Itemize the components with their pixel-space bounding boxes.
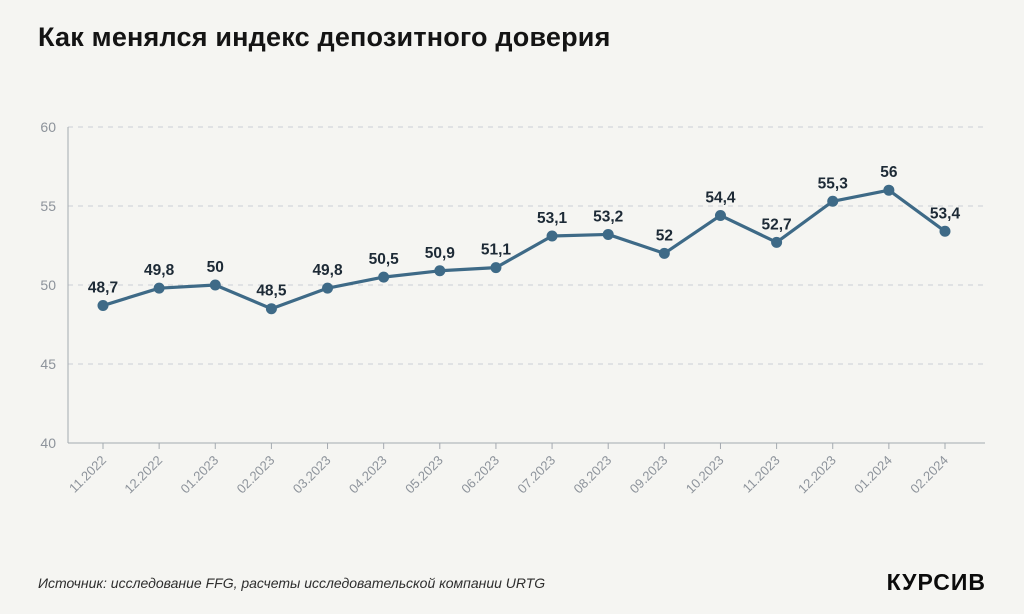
data-point — [378, 271, 390, 283]
point-value-label: 49,8 — [312, 262, 343, 279]
x-tick-label: 10.2023 — [683, 453, 727, 497]
x-tick-label: 06.2023 — [458, 453, 502, 497]
x-tick-label: 03.2023 — [290, 453, 334, 497]
x-tick-label: 08.2023 — [570, 453, 614, 497]
source-note: Источник: исследование FFG, расчеты иссл… — [38, 574, 546, 591]
x-tick-label: 04.2023 — [346, 453, 390, 497]
footer: Источник: исследование FFG, расчеты иссл… — [38, 569, 986, 596]
x-tick-label: 07.2023 — [514, 453, 558, 497]
point-value-label: 53,1 — [537, 210, 568, 227]
data-point — [490, 262, 502, 274]
x-tick-label: 02.2023 — [234, 453, 278, 497]
point-value-label: 56 — [880, 164, 898, 181]
y-tick-label: 45 — [40, 356, 56, 372]
data-point — [209, 279, 221, 291]
x-tick-label: 01.2024 — [851, 453, 895, 497]
data-point — [265, 303, 277, 315]
data-point — [546, 230, 558, 242]
data-point — [434, 265, 446, 277]
x-tick-label: 11.2022 — [66, 453, 109, 496]
data-point — [153, 282, 165, 294]
point-value-label: 50,9 — [425, 245, 456, 262]
point-value-label: 53,2 — [593, 208, 623, 225]
data-point — [939, 225, 951, 237]
y-tick-label: 50 — [40, 277, 56, 293]
y-tick-label: 55 — [40, 198, 56, 214]
data-point — [771, 236, 783, 248]
data-point — [658, 247, 670, 259]
y-tick-label: 60 — [40, 119, 56, 135]
point-value-label: 53,4 — [930, 205, 961, 222]
y-tick-label: 40 — [40, 435, 56, 451]
point-value-label: 48,7 — [88, 280, 118, 297]
x-tick-label: 05.2023 — [402, 453, 446, 497]
x-tick-label: 11.2023 — [740, 453, 783, 496]
point-value-label: 52,7 — [762, 216, 792, 233]
data-point — [602, 228, 614, 240]
data-point — [97, 300, 109, 312]
data-line — [101, 188, 947, 311]
point-value-label: 50 — [207, 259, 224, 276]
data-point — [883, 184, 895, 196]
point-value-label: 51,1 — [481, 242, 512, 259]
chart-title: Как менялся индекс депозитного доверия — [38, 22, 611, 52]
point-value-label: 52 — [656, 227, 673, 244]
chart-area: 40 45 50 55 60 11.2022 12.2022 01.2023 02.2023 03… — [28, 112, 996, 532]
x-tick-label: 02.2024 — [907, 453, 951, 497]
point-value-label: 48,5 — [256, 283, 287, 300]
data-point — [322, 282, 334, 294]
x-tick-label: 12.2022 — [121, 453, 165, 497]
deposit-trust-line-chart: 40 45 50 55 60 11.2022 12.2022 01.2023 02.2023 03… — [40, 119, 985, 497]
x-tick-label: 12.2023 — [795, 453, 839, 497]
data-point — [827, 195, 839, 207]
data-point — [714, 209, 726, 221]
x-tick-label: 09.2023 — [627, 453, 671, 497]
brand-logo: КУРСИВ — [886, 569, 986, 595]
point-value-label: 49,8 — [144, 262, 175, 279]
point-value-label: 55,3 — [818, 175, 849, 192]
point-value-label: 50,5 — [369, 251, 400, 268]
point-value-label: 54,4 — [705, 189, 736, 206]
x-tick-label: 01.2023 — [178, 453, 222, 497]
